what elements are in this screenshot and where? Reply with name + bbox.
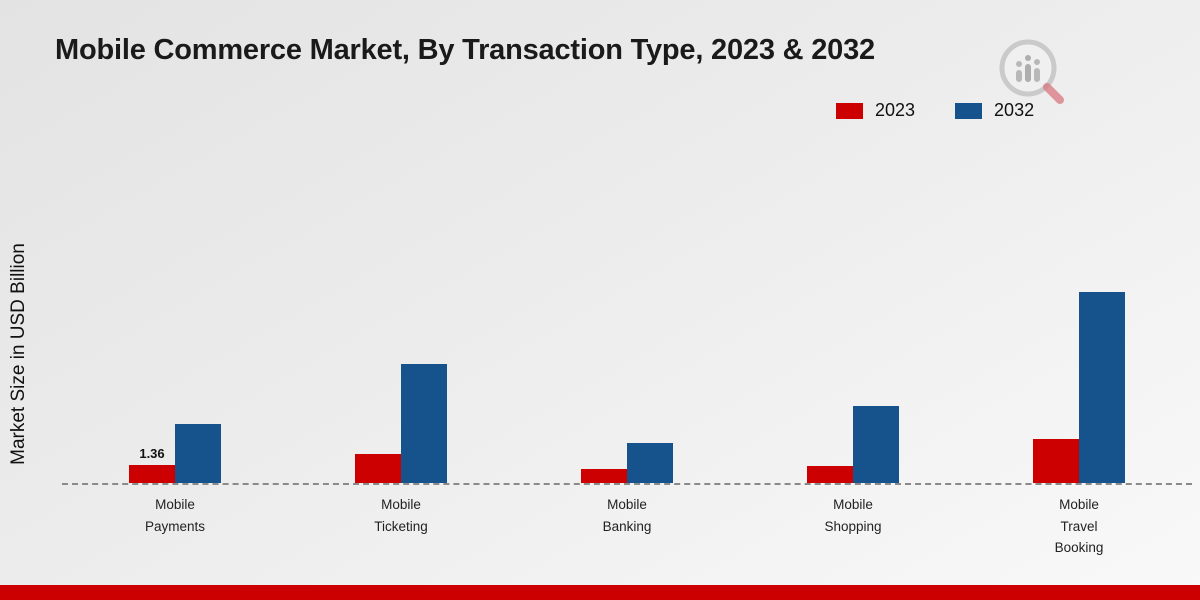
bar-group: [514, 443, 740, 483]
bar-2023: [355, 454, 401, 483]
category-label: Mobile Travel Booking: [1054, 497, 1104, 556]
category-label: Mobile Payments: [144, 497, 206, 534]
bar-plot-area: 1.36: [62, 285, 1192, 483]
bar-2032: [627, 443, 673, 483]
footer-red-stripe: [0, 585, 1200, 600]
bar-2023: [581, 468, 627, 483]
bar-2032: [1079, 291, 1125, 483]
category-label: Mobile Ticketing: [374, 497, 428, 534]
chart-title: Mobile Commerce Market, By Transaction T…: [55, 34, 875, 66]
category-label: Mobile Banking: [602, 497, 652, 534]
legend-label-2023: 2023: [875, 100, 916, 120]
x-axis-category-labels: Mobile Payments Mobile Ticketing Mobile Ba…: [62, 494, 1192, 559]
bar-2032: [853, 406, 899, 483]
bar-group: [288, 364, 514, 483]
bar-2032: [401, 364, 447, 483]
market-research-logo-icon: [999, 39, 1064, 104]
bar-value-label: 1.36: [139, 446, 165, 461]
y-axis-label: Market Size in USD Billion: [8, 243, 29, 465]
legend-item-2023: 2023: [836, 100, 915, 121]
legend-label-2032: 2032: [994, 100, 1035, 120]
bar-2023: [807, 465, 853, 483]
bar-group: [740, 406, 966, 483]
legend-swatch-2023: [836, 102, 863, 119]
legend-swatch-2032: [955, 102, 983, 119]
bar-2032: [175, 423, 221, 483]
legend-item-2032: 2032: [955, 100, 1034, 121]
category-label: Mobile Shopping: [824, 497, 882, 534]
x-axis-baseline: [62, 483, 1192, 485]
bar-group: [966, 291, 1192, 483]
bar-2023: [1033, 439, 1079, 483]
bar-2023: 1.36: [129, 446, 175, 483]
bar-group: 1.36: [62, 423, 288, 483]
legend: 2023 2032: [836, 100, 1034, 121]
